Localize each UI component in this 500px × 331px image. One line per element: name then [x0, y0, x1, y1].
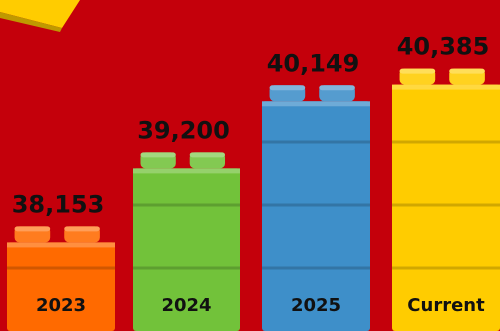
brick-seam	[7, 266, 115, 270]
bar-top-edge	[7, 242, 115, 248]
bar-2025	[262, 85, 370, 331]
bars-layer	[7, 68, 500, 331]
bar-current	[392, 68, 500, 331]
brick-seam	[392, 266, 500, 270]
value-label: 38,153	[12, 190, 105, 218]
value-label: 40,385	[397, 33, 490, 61]
brick-stud-highlight	[189, 152, 226, 158]
bar-top-edge	[392, 84, 500, 90]
brick-stud-highlight	[14, 226, 51, 232]
corner-lego-brick-decoration	[0, 0, 80, 32]
corner-brick-edge	[0, 12, 62, 32]
value-label: 39,200	[137, 116, 230, 144]
brick-stud-highlight	[449, 68, 485, 74]
brick-stud-highlight	[269, 85, 306, 91]
brick-stud-highlight	[399, 68, 436, 74]
corner-brick-face	[0, 0, 80, 28]
brick-stud-highlight	[140, 152, 176, 158]
brick-seam	[392, 140, 500, 144]
category-label: Current	[407, 295, 485, 316]
brick-seam	[392, 203, 500, 207]
bar-top-edge	[262, 101, 370, 107]
brick-seam	[262, 140, 370, 144]
brick-stud-highlight	[319, 85, 355, 91]
bar-top-edge	[133, 168, 240, 174]
category-label: 2025	[291, 295, 341, 316]
bar-body	[7, 242, 115, 331]
bar-body	[133, 168, 240, 331]
bar-2023	[7, 226, 115, 331]
brick-seam	[262, 203, 370, 207]
brick-seam	[262, 266, 370, 270]
brick-seam	[133, 266, 240, 270]
brick-seam	[133, 203, 240, 207]
labels-layer: 38,153 2023 39,200 2024 40,149 2025 40,385 Curr…	[12, 33, 490, 316]
category-label: 2024	[161, 295, 211, 316]
bar-2024	[133, 152, 240, 331]
category-label: 2023	[36, 295, 86, 316]
value-label: 40,149	[267, 49, 360, 77]
bar-body	[262, 101, 370, 331]
brick-stud-highlight	[64, 226, 100, 232]
